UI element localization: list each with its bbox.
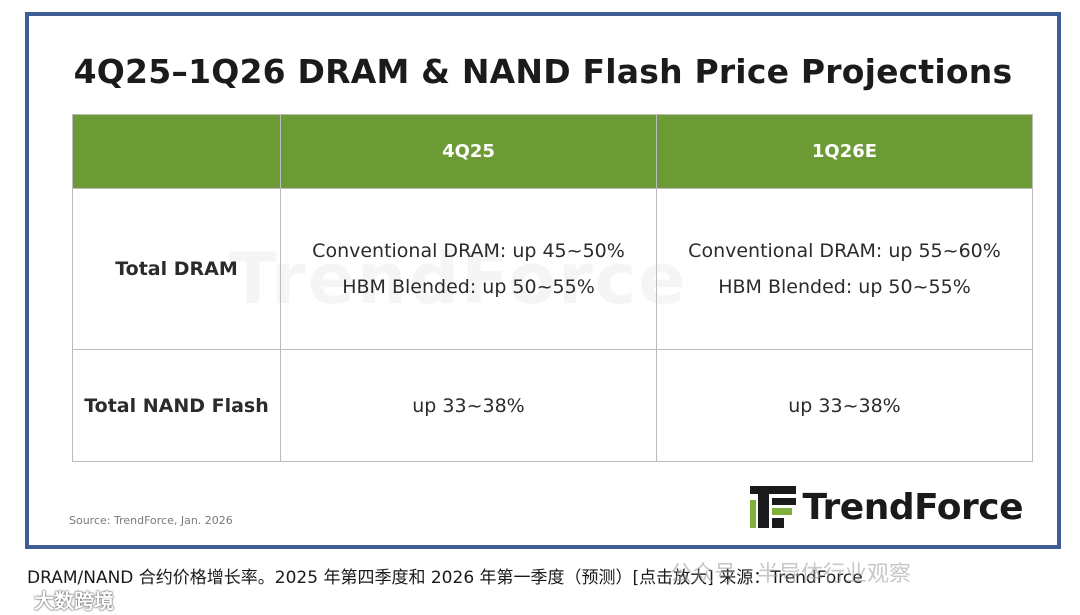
table-row: Total NAND Flash up 33~38% up 33~38%	[72, 349, 1033, 462]
cell-line: Conventional DRAM: up 55~60%	[688, 240, 1001, 262]
brand-watermark: 大数跨境	[4, 585, 114, 614]
trendforce-logo: TrendForce	[750, 486, 1023, 528]
cell-line: HBM Blended: up 50~55%	[718, 276, 971, 298]
source-note: Source: TrendForce, Jan. 2026	[69, 514, 233, 527]
cell-nand-4q25: up 33~38%	[280, 349, 657, 462]
row-label-dram: Total DRAM	[72, 188, 281, 350]
cell-dram-1q26e: Conventional DRAM: up 55~60% HBM Blended…	[656, 188, 1033, 350]
page-title: 4Q25–1Q26 DRAM & NAND Flash Price Projec…	[73, 52, 1013, 91]
header-cell-empty	[72, 114, 281, 189]
brand-watermark-icon	[4, 592, 30, 607]
header-cell-1q26e: 1Q26E	[656, 114, 1033, 189]
trendforce-logo-text: TrendForce	[802, 486, 1023, 528]
cell-line: up 33~38%	[412, 394, 525, 417]
projection-card: 4Q25–1Q26 DRAM & NAND Flash Price Projec…	[25, 12, 1061, 549]
table-row: Total DRAM Conventional DRAM: up 45~50% …	[72, 188, 1033, 350]
cell-nand-1q26e: up 33~38%	[656, 349, 1033, 462]
cell-line: Conventional DRAM: up 45~50%	[312, 240, 625, 262]
image-caption: DRAM/NAND 合约价格增长率。2025 年第四季度和 2026 年第一季度…	[27, 568, 863, 588]
price-table: 4Q25 1Q26E Total DRAM Conventional DRAM:…	[72, 114, 1033, 462]
brand-watermark-text: 大数跨境	[34, 589, 114, 613]
wechat-watermark: 公众号 · 半导体行业观察	[670, 562, 911, 587]
row-label-nand: Total NAND Flash	[72, 349, 281, 462]
cell-dram-4q25: Conventional DRAM: up 45~50% HBM Blended…	[280, 188, 657, 350]
cell-line: HBM Blended: up 50~55%	[342, 276, 595, 298]
table-header-row: 4Q25 1Q26E	[72, 114, 1033, 189]
header-cell-4q25: 4Q25	[280, 114, 657, 189]
trendforce-logo-icon	[750, 486, 797, 528]
cell-line: up 33~38%	[788, 394, 901, 417]
